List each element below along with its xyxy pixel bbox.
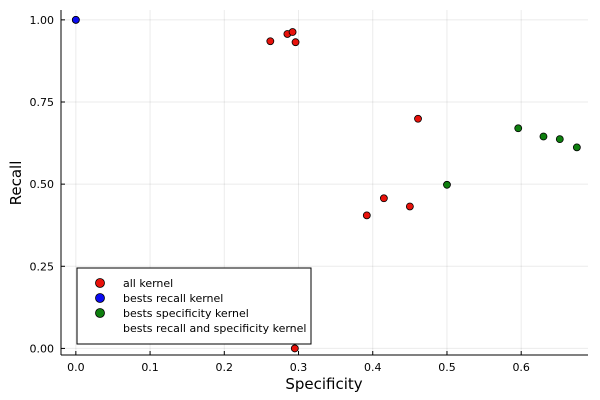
legend: all kernel bests recall kernel bests spe… <box>76 267 312 345</box>
x-tick-label: 0.3 <box>290 361 308 374</box>
x-axis-ticks: 0.0 0.1 0.2 0.3 0.4 0.5 0.6 <box>67 351 530 374</box>
x-tick-label: 0.4 <box>364 361 382 374</box>
point-bests-specificity-kernel <box>443 180 451 189</box>
legend-marker-all-kernel <box>95 278 105 288</box>
point-all-kernel <box>291 38 300 47</box>
y-tick-label: 0.00 <box>30 342 55 355</box>
legend-marker-bests-specificity-kernel <box>95 308 105 318</box>
legend-label-bests-recall-kernel: bests recall kernel <box>123 292 223 305</box>
y-tick-label: 0.50 <box>30 178 55 191</box>
legend-label-bests-recall-and-specificity-kernel: bests recall and specificity kernel <box>123 322 306 335</box>
point-bests-recall-kernel <box>71 15 80 24</box>
x-tick-label: 0.5 <box>438 361 456 374</box>
x-axis-title: Specificity <box>285 375 362 393</box>
x-tick-label: 0.6 <box>512 361 530 374</box>
legend-box <box>76 267 312 345</box>
legend-label-bests-specificity-kernel: bests specificity kernel <box>123 307 249 320</box>
x-tick-label: 0.2 <box>216 361 234 374</box>
point-bests-specificity-kernel <box>539 132 548 141</box>
point-all-kernel <box>288 28 297 36</box>
legend-label-all-kernel: all kernel <box>123 277 173 290</box>
x-tick-label: 0.1 <box>141 361 159 374</box>
y-tick-label: 1.00 <box>30 14 55 27</box>
y-tick-label: 0.75 <box>30 96 55 109</box>
y-axis-ticks: 0.00 0.25 0.50 0.75 1.00 <box>30 14 65 355</box>
axes-frame <box>60 10 588 356</box>
point-all-kernel <box>414 114 422 123</box>
point-all-kernel <box>290 344 299 353</box>
y-tick-label: 0.25 <box>30 260 55 273</box>
point-all-kernel <box>266 37 275 46</box>
point-bests-specificity-kernel <box>572 143 581 152</box>
x-tick-label: 0.0 <box>67 361 85 374</box>
point-bests-specificity-kernel <box>555 135 564 144</box>
point-bests-specificity-kernel <box>514 124 523 133</box>
y-axis-title: Recall <box>7 161 25 206</box>
point-all-kernel <box>405 202 414 211</box>
data-points <box>71 15 581 353</box>
legend-marker-bests-recall-kernel <box>95 293 105 303</box>
point-all-kernel <box>362 211 371 220</box>
point-all-kernel <box>379 194 388 203</box>
